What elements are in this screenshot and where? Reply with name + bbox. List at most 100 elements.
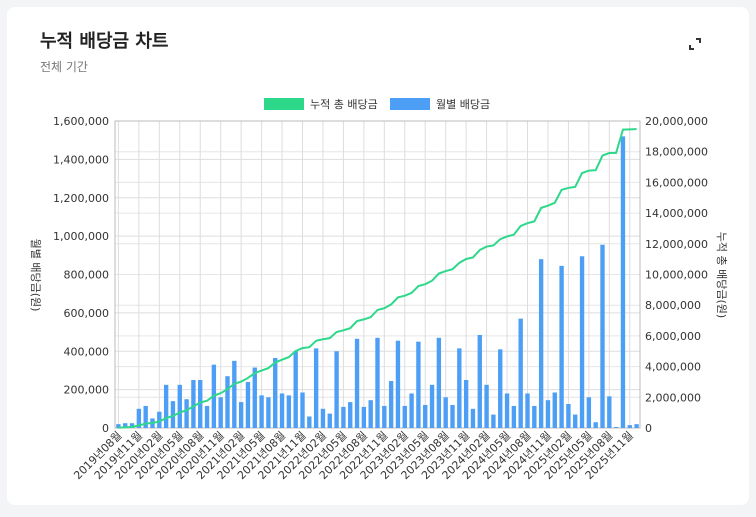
right-tick-label: 6,000,000: [645, 330, 701, 343]
monthly-bar: [511, 405, 517, 428]
monthly-bar: [552, 392, 557, 428]
monthly-bar: [416, 341, 421, 428]
monthly-bar: [382, 405, 387, 428]
monthly-bar: [375, 337, 380, 428]
monthly-bar: [307, 416, 312, 428]
monthly-bar: [361, 406, 367, 428]
monthly-bar: [348, 402, 353, 428]
left-tick-label: 1,400,000: [53, 153, 109, 166]
monthly-bar: [354, 338, 360, 428]
monthly-bar: [170, 401, 176, 428]
monthly-bar: [198, 380, 203, 428]
legend-swatch-cumulative[interactable]: [264, 98, 304, 110]
monthly-bar: [538, 259, 544, 428]
left-tick-label: 400,000: [64, 345, 110, 358]
monthly-bar: [191, 380, 196, 428]
right-tick-label: 18,000,000: [645, 146, 708, 159]
monthly-bar: [204, 405, 210, 428]
monthly-bar: [218, 397, 223, 428]
left-tick-label: 200,000: [64, 384, 110, 397]
chart-title: 누적 배당금 차트: [40, 31, 169, 52]
right-tick-label: 8,000,000: [645, 299, 701, 312]
monthly-bar: [627, 425, 632, 428]
monthly-bar: [484, 384, 489, 428]
monthly-bar: [566, 404, 571, 428]
monthly-bar: [429, 384, 435, 428]
left-tick-label: 800,000: [64, 269, 110, 282]
period-subtitle: 전체 기간: [40, 60, 88, 74]
monthly-bar: [273, 357, 278, 428]
monthly-bar: [184, 399, 189, 428]
monthly-bar: [225, 376, 230, 428]
left-axis-title: 월별 배당금(원): [29, 239, 42, 312]
monthly-bar: [579, 256, 585, 428]
monthly-bar: [545, 400, 551, 428]
monthly-bar: [388, 380, 394, 428]
monthly-bar: [559, 265, 564, 428]
monthly-bar: [518, 318, 523, 428]
left-tick-label: 1,200,000: [53, 192, 109, 205]
monthly-bar: [368, 400, 373, 428]
monthly-bar: [341, 406, 346, 428]
left-tick-label: 1,000,000: [53, 230, 109, 243]
monthly-bar: [423, 404, 428, 428]
monthly-bar: [129, 423, 135, 428]
monthly-bar: [266, 397, 271, 428]
legend-label-cumulative[interactable]: 누적 총 배당금: [310, 98, 378, 111]
monthly-bar: [177, 384, 182, 428]
left-tick-label: 1,600,000: [53, 115, 109, 128]
right-tick-label: 14,000,000: [645, 207, 708, 220]
monthly-bar: [163, 384, 169, 428]
monthly-bar: [443, 397, 448, 428]
monthly-bar: [532, 405, 537, 428]
monthly-bar: [470, 408, 476, 428]
monthly-bar: [245, 381, 251, 428]
monthly-bar: [123, 423, 128, 428]
legend-swatch-monthly[interactable]: [390, 98, 430, 110]
monthly-bar: [436, 337, 442, 428]
monthly-bar: [504, 393, 510, 428]
monthly-bar: [457, 348, 462, 428]
monthly-bar: [232, 360, 237, 428]
right-tick-label: 0: [645, 422, 652, 435]
legend: 누적 총 배당금 월별 배당금: [264, 98, 490, 111]
monthly-bar: [463, 380, 469, 428]
monthly-bar: [293, 351, 298, 428]
monthly-bar: [620, 136, 626, 428]
monthly-bar: [450, 404, 455, 428]
right-tick-label: 16,000,000: [645, 176, 708, 189]
monthly-bar: [607, 396, 612, 428]
monthly-bar: [395, 340, 401, 428]
monthly-bar: [634, 424, 639, 428]
monthly-bar: [143, 405, 148, 428]
right-tick-label: 4,000,000: [645, 361, 701, 374]
monthly-bar: [300, 392, 305, 428]
monthly-bar: [573, 414, 578, 428]
monthly-bar: [334, 351, 339, 428]
monthly-bar: [259, 395, 264, 428]
monthly-bar: [477, 334, 482, 428]
monthly-bar: [279, 393, 285, 428]
monthly-bar: [327, 413, 332, 428]
monthly-bar: [593, 422, 598, 428]
left-tick-label: 0: [102, 422, 109, 435]
monthly-bar: [613, 427, 619, 428]
right-tick-label: 2,000,000: [645, 391, 701, 404]
left-tick-label: 600,000: [64, 307, 110, 320]
right-tick-label: 12,000,000: [645, 238, 708, 251]
right-tick-label: 20,000,000: [645, 115, 708, 128]
right-axis-title: 누적 총 배당금(원): [715, 232, 728, 318]
monthly-bar: [525, 393, 530, 428]
monthly-bar: [286, 395, 292, 428]
monthly-bar: [116, 424, 121, 428]
monthly-bar: [320, 408, 326, 428]
expand-icon[interactable]: [687, 36, 703, 52]
monthly-bar: [313, 348, 319, 428]
legend-label-monthly[interactable]: 월별 배당금: [436, 98, 490, 111]
monthly-bar: [238, 402, 244, 428]
monthly-bar: [600, 244, 605, 428]
monthly-bar: [136, 408, 142, 428]
monthly-bar: [586, 397, 592, 428]
monthly-bar: [252, 367, 257, 428]
